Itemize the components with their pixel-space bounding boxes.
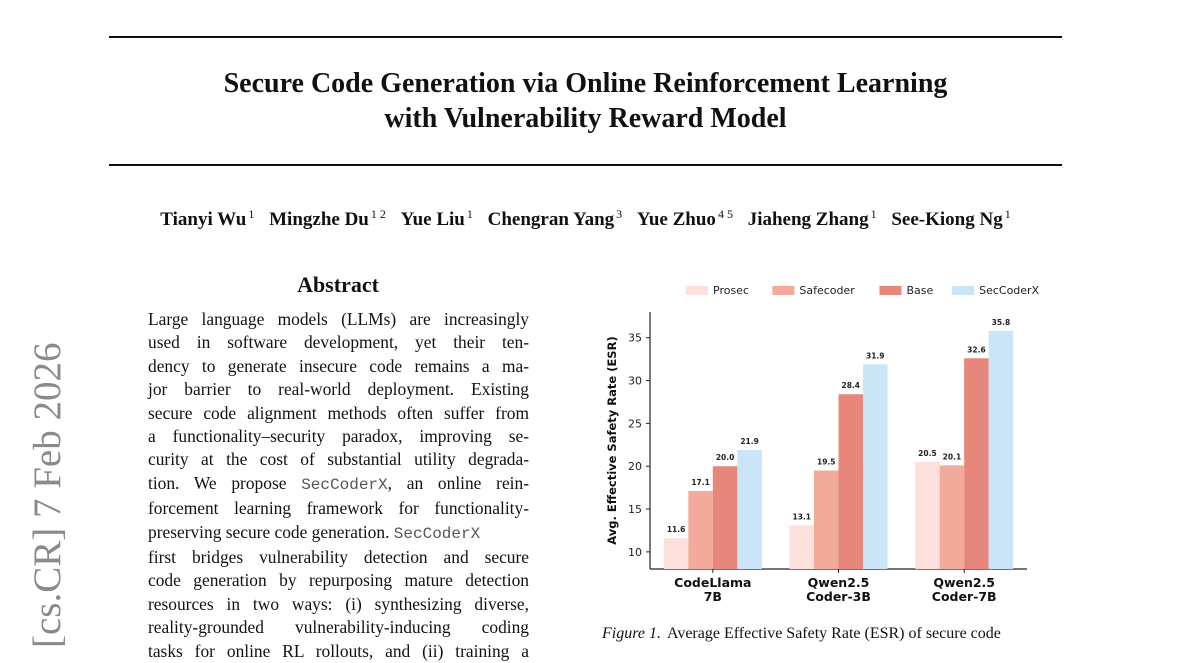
legend-swatch [952,286,975,295]
author: Mingzhe Du 1 2 [269,207,386,231]
bar [688,491,713,569]
top-rule [109,36,1062,38]
abstract-heading: Abstract [297,272,379,297]
author: Yue Liu 1 [400,207,473,231]
bar [988,330,1014,569]
abstract-line: jor barrier to real-world deployment. Ex… [148,379,529,400]
bar [838,394,863,569]
bar [964,358,989,569]
abstract-line: tasks for online RL rollouts, and (ii) t… [148,640,529,661]
bar [663,538,689,569]
x-tick-label: Coder-7B [932,589,997,604]
y-tick-label: 10 [628,546,642,559]
abstract-line: dency to generate insecure code remains … [148,355,529,376]
legend-label: Safecoder [799,284,855,297]
bar-value-label: 17.1 [691,478,710,487]
bar [863,364,888,569]
bar-value-label: 20.1 [943,452,962,461]
legend-swatch [686,286,708,295]
y-tick-label: 15 [628,503,642,516]
abstract-line: preserving secure code generation. SecCo… [148,521,481,543]
bar [789,525,814,569]
bar-value-label: 21.9 [740,437,759,446]
method-name: SecCoderX [301,475,388,494]
method-name: SecCoderX [393,524,481,543]
esr-bar-chart: 10 15 20 25 30 35 Avg. Effective Safety Rate (… [605,284,1040,604]
title-line-1: Secure Code Generation via Online Reinfo… [223,68,948,99]
abstract-body: Large language models (LLMs) are increas… [148,308,529,663]
abstract-line: Large language models (LLMs) are increas… [148,309,529,329]
bar [814,470,839,569]
bar [737,449,762,569]
figure-1: 10 15 20 25 30 35 Avg. Effective Safety Rate (… [590,276,1070,616]
abstract-line: used in software development, yet their … [148,332,529,353]
caption-label: Figure 1. [602,625,661,642]
author: See-Kiong Ng 1 [891,207,1011,231]
abstract-line: forcement learning framework for functio… [148,498,529,519]
bar-value-label: 13.1 [792,512,811,521]
author: Yue Zhuo 4 5 [636,207,733,231]
author: Jiaheng Zhang 1 [747,207,877,231]
legend-swatch [772,286,795,295]
author-list: Tianyi Wu 1 Mingzhe Du 1 2 Yue Liu 1 Chengr… [109,207,1062,231]
paper-title: Secure Code Generation via Online Reinfo… [109,66,1062,136]
bar [939,465,965,569]
bar-value-label: 31.9 [866,351,885,360]
abstract-line: code generation by repurposing mature de… [148,570,529,591]
author: Chengran Yang 3 [487,207,623,231]
figure-caption: Figure 1. Average Effective Safety Rate (… [602,624,1064,644]
abstract-line: curity at the cost of substantial utilit… [148,449,529,470]
legend-label: SecCoderX [979,284,1039,297]
title-line-2: with Vulnerability Reward Model [384,103,787,134]
y-tick-label: 35 [628,332,642,345]
bar-value-label: 32.6 [967,345,986,354]
bar-value-label: 20.0 [716,453,735,462]
author: Tianyi Wu 1 [160,207,255,231]
abstract-line: tion. We propose SecCoderX, an online re… [148,472,529,494]
bar [712,466,738,569]
caption-text: Average Effective Safety Rate (ESR) of s… [666,625,1001,642]
bar [915,461,940,569]
legend-label: Prosec [713,284,749,297]
x-tick-label: CodeLlama [674,575,751,590]
x-tick-label: Coder-3B [806,589,871,604]
x-tick-label: 7B [704,589,722,604]
legend-label: Base [907,284,934,297]
y-tick-label: 25 [628,417,642,430]
abstract-line: a functionality–security paradox, improv… [148,426,529,447]
x-tick-label: Qwen2.5 [808,575,870,590]
y-axis-label: Avg. Effective Safety Rate (ESR) [605,336,619,544]
arxiv-stamp[interactable]: [cs.CR] 7 Feb 2026 [26,342,69,649]
bar-value-label: 35.8 [992,318,1011,327]
bar-value-label: 11.6 [667,525,686,534]
abstract-line: secure code alignment methods often suff… [148,402,529,423]
bottom-rule [109,164,1062,166]
x-tick-label: Qwen2.5 [933,575,995,590]
legend-swatch [879,286,902,295]
bar-value-label: 19.5 [817,457,836,466]
bar-value-label: 28.4 [841,381,860,390]
abstract-line: first bridges vulnerability detection an… [148,547,529,568]
abstract-line: reality-grounded vulnerability-inducing … [148,617,529,638]
y-tick-label: 20 [628,460,642,473]
bar-value-label: 20.5 [918,449,937,458]
abstract-line: resources in two ways: (i) synthesizing … [148,593,529,614]
y-tick-label: 30 [628,375,642,388]
